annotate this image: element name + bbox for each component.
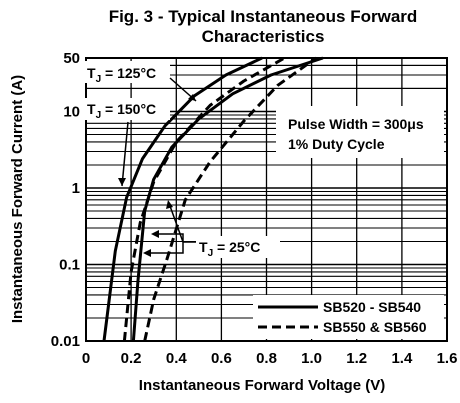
tj125-sub: J: [96, 74, 102, 85]
tj25-sub: J: [208, 248, 214, 259]
tj125-arrowhead: [188, 94, 196, 101]
tj150-arrowhead: [118, 178, 126, 186]
tj125-bg: [84, 61, 170, 83]
tj125-label: TJ = 125°C: [87, 65, 156, 85]
tj25-arrow-b: [158, 233, 184, 242]
x-tick-label: 1.2: [346, 350, 367, 367]
legend-dashed-label: SB550 & SB560: [323, 319, 427, 335]
x-axis-label: Instantaneous Forward Voltage (V): [139, 377, 385, 394]
chart-subtitle: Characteristics: [202, 27, 325, 46]
tj25-bg: [196, 236, 280, 258]
x-tick-label: 0.6: [211, 350, 232, 367]
tj150-bg: [84, 98, 170, 120]
y-tick-label: 1: [72, 180, 80, 197]
tj25-main: T: [199, 239, 208, 255]
series-line-3: [122, 56, 286, 342]
tj25-arrow-a: [150, 241, 196, 254]
tj25-rest: = 25°C: [213, 239, 260, 255]
tj150-label: TJ = 150°C: [87, 101, 156, 121]
x-tick-label: 1.6: [437, 350, 458, 367]
tj25-arrowhead-c: [166, 200, 173, 209]
x-tick-label: 1.0: [301, 350, 322, 367]
duty-cycle-label: 1% Duty Cycle: [288, 136, 385, 152]
tj25-arrowhead-b: [151, 230, 159, 238]
tj150-rest: = 150°C: [101, 101, 156, 117]
y-tick-label: 0.1: [59, 257, 80, 274]
tj25-arrow-c: [169, 205, 184, 243]
legend-solid-label: SB520 - SB540: [323, 299, 421, 315]
tj150-arrow: [121, 121, 129, 187]
y-axis-label: Instantaneous Forward Current (A): [9, 75, 26, 323]
plot-frame: [85, 57, 448, 342]
tj125-main: T: [87, 65, 96, 81]
tj25-arrowhead-a: [143, 249, 151, 257]
series-line-1: [102, 56, 263, 342]
y-tick-label: 50: [63, 50, 80, 67]
series-line-4: [143, 56, 317, 342]
y-tick-label: 10: [63, 104, 80, 121]
x-tick-label: 0.8: [256, 350, 277, 367]
pulse-width-label: Pulse Width = 300μs: [288, 116, 424, 132]
tj125-rest: = 125°C: [101, 65, 156, 81]
y-tick-label: 0.01: [51, 333, 80, 350]
x-tick-label: 0.2: [121, 350, 142, 367]
tj150-sub: J: [96, 110, 102, 121]
legend-box: [253, 295, 444, 339]
x-tick-label: 1.4: [391, 350, 413, 367]
tj150-main: T: [87, 101, 96, 117]
tick-labels: 0 0.2 0.4 0.6 0.8 1.0 1.2 1.4 1.6 0.01 0.1 1 10 50: [51, 50, 458, 367]
x-tick-label: 0: [82, 350, 90, 367]
data-series: [102, 56, 324, 342]
x-tick-label: 0.4: [166, 350, 188, 367]
tj25-label: TJ = 25°C: [199, 239, 260, 259]
pulse-box-bg: [276, 106, 444, 158]
chart-title: Fig. 3 - Typical Instantaneous Forward: [109, 7, 418, 26]
